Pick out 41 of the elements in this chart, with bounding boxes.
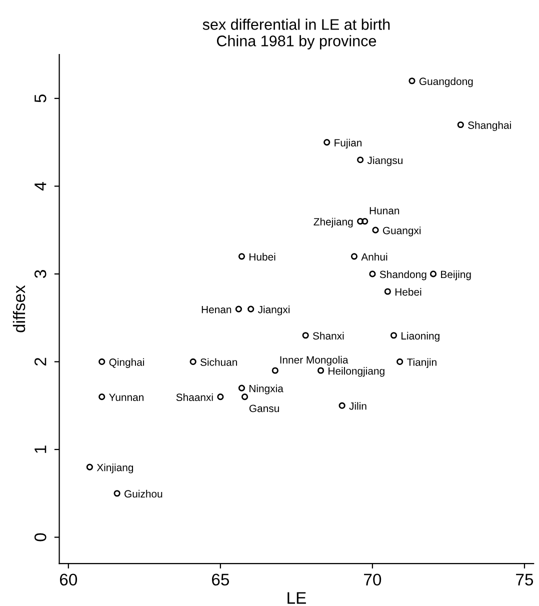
annotation: Shanghai: [468, 121, 511, 131]
annotation: Jiangsu: [367, 156, 402, 166]
annotation: Anhui: [361, 252, 388, 261]
x-tick-label: 75: [516, 574, 534, 586]
x-axis-title: LE: [288, 592, 306, 604]
annotation: Fujian: [334, 138, 362, 149]
annotation: Yunnan: [109, 394, 144, 402]
y-tick-label: 3: [34, 270, 46, 278]
x-tick-label: 65: [212, 574, 230, 586]
y-tick-label: 4: [34, 182, 46, 190]
annotation: Zhejiang: [314, 218, 353, 228]
annotation: Heilongjiang: [328, 367, 384, 377]
annotation: Shanxi: [312, 332, 344, 340]
x-tick-label: 70: [364, 574, 382, 586]
y-tick-label: 5: [34, 94, 46, 102]
annotation: Guizhou: [124, 490, 162, 498]
annotation: Hebei: [395, 288, 422, 296]
chart-title: sex differential in LE at birth China 1981 by province: [202, 18, 390, 50]
y-tick-label: 1: [34, 446, 46, 453]
annotation: Henan: [202, 306, 232, 314]
annotation: Shandong: [380, 270, 426, 280]
annotation: Xinjiang: [96, 464, 134, 474]
annotation: Liaoning: [402, 332, 440, 342]
annotation: Jiangxi: [258, 306, 290, 316]
annotation: Jilin: [349, 402, 366, 410]
annotation: Hunan: [370, 207, 400, 214]
annotation: Beijing: [441, 270, 471, 280]
annotation: Tianjin: [407, 358, 436, 368]
annotation: Hubei: [250, 252, 276, 261]
y-tick-label: 0: [34, 533, 46, 542]
x-tick-label: 60: [60, 574, 78, 586]
annotation: Ningxia: [250, 384, 284, 394]
y-tick-label: 2: [34, 358, 46, 366]
annotation: Sichuan: [200, 358, 237, 366]
annotation: Qinghai: [109, 358, 144, 368]
annotation: Shaanxi: [176, 393, 213, 402]
annotation: Gansu: [249, 404, 279, 412]
y-axis-title: diffsex: [12, 285, 26, 332]
annotation: Inner Mongolia: [280, 356, 348, 366]
annotation: Guangxi: [382, 226, 421, 236]
annotation: Guangdong: [419, 77, 473, 88]
